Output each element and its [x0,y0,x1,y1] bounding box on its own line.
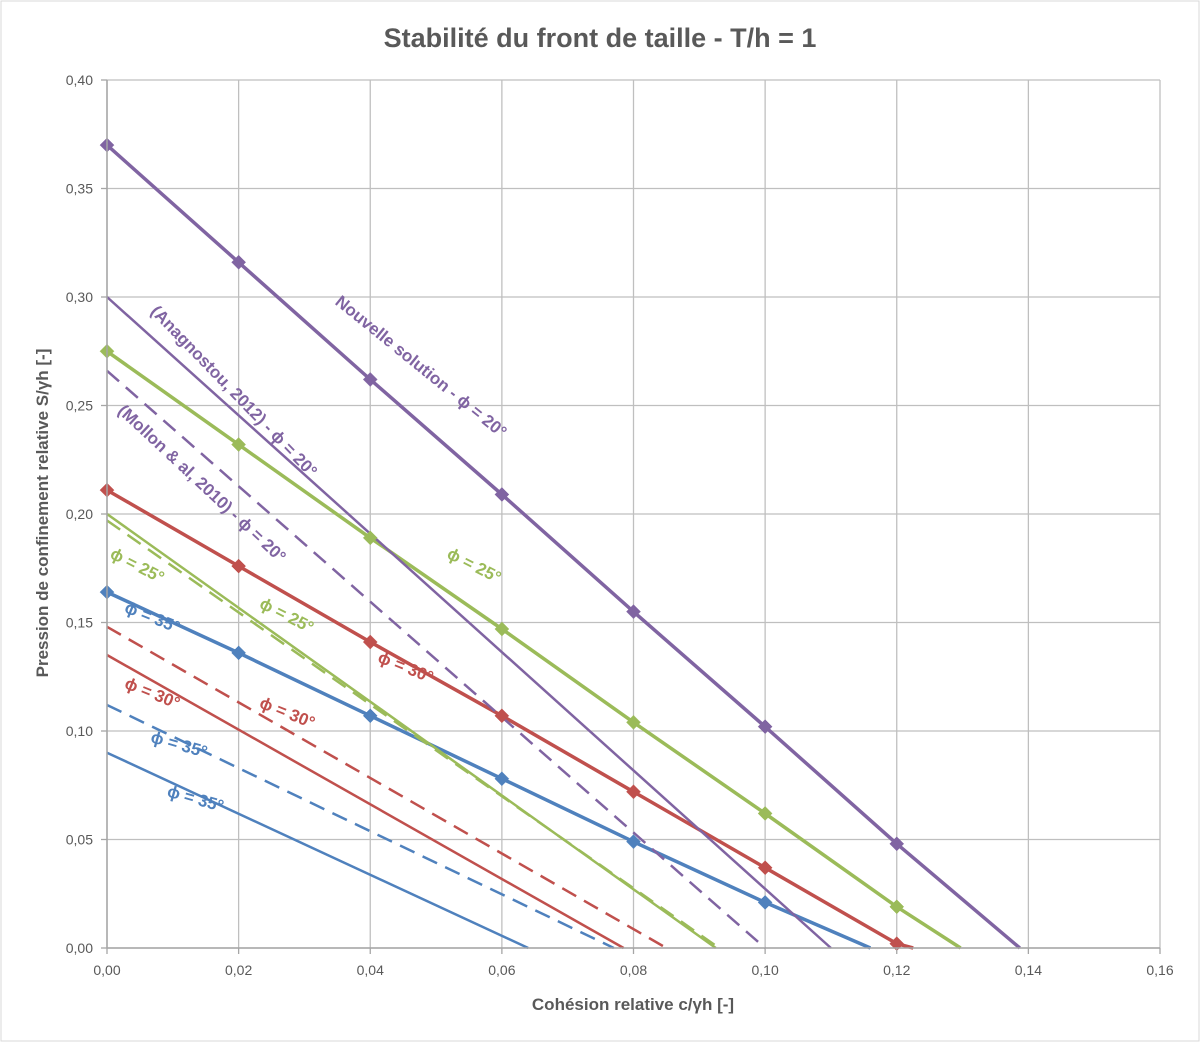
series-line-10 [106,625,668,950]
chart-title: Stabilité du front de taille - T/h = 1 [384,23,817,53]
x-axis-title: Cohésion relative c/γh [-] [532,995,734,1014]
data-point-marker [231,645,246,661]
x-tick-label: 0,06 [488,962,515,978]
data-point-marker [494,708,510,724]
gridlines [106,79,1161,949]
data-point-marker [757,806,773,821]
x-tick-label: 0,16 [1146,962,1173,978]
data-point-marker [494,621,510,637]
y-tick-label: 0,10 [66,723,93,739]
y-tick-label: 0,05 [66,832,93,848]
series-line-5 [106,512,717,950]
data-point-marker [231,437,246,452]
marker-layer [99,137,905,952]
y-tick-label: 0,25 [66,398,93,414]
x-tick-label: 0,12 [883,962,910,978]
y-tick-label: 0,00 [66,940,93,956]
data-point-marker [757,719,773,735]
series-line-0 [105,143,1021,950]
data-point-marker [231,558,246,574]
data-point-marker [626,834,641,850]
data-point-marker [889,836,905,852]
data-point-marker [494,487,510,502]
axes: 0,00 0,02 0,04 0,06 0,08 0,10 0,12 0,14 0,16 0,00… [66,72,1174,978]
x-tick-label: 0,00 [93,962,120,978]
data-point-marker [626,604,641,620]
data-point-marker [626,784,641,800]
data-point-marker [626,714,641,730]
series-line-2 [106,488,914,950]
y-tick-label: 0,15 [66,615,93,631]
y-tick-label: 0,35 [66,181,93,197]
data-point-marker [889,899,905,915]
series-line-6 [106,653,625,950]
data-point-marker [757,895,773,910]
data-point-marker [231,254,246,270]
series-line-4 [106,296,832,949]
series-line-1 [105,349,962,950]
data-point-marker [362,634,378,650]
x-tick-label: 0,10 [752,962,779,978]
x-tick-label: 0,04 [357,962,384,978]
series-line-11 [106,703,615,950]
series-line-8 [106,369,766,949]
data-point-marker [494,771,510,787]
data-point-marker [362,372,378,387]
series-line-7 [106,751,529,950]
y-tick-label: 0,30 [66,289,93,305]
data-point-marker [362,708,378,724]
x-tick-label: 0,02 [225,962,252,978]
y-tick-label: 0,20 [66,506,93,522]
x-tick-label: 0,08 [620,962,647,978]
data-point-marker [757,860,773,876]
y-tick-label: 0,40 [66,72,93,88]
y-axis-title: Pression de confinement relative S/γh [-… [33,349,52,678]
data-point-marker [362,530,378,546]
x-tick-label: 0,14 [1015,962,1042,978]
